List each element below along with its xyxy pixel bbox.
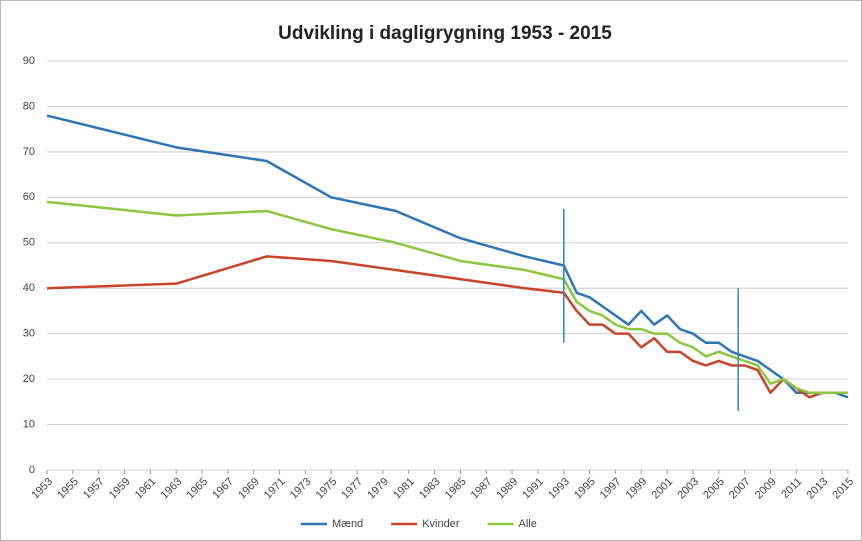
y-tick-label: 50: [23, 237, 35, 249]
legend-label: Kvinder: [422, 518, 460, 530]
legend-label: Alle: [518, 518, 536, 530]
chart-title: Udvikling i dagligrygning 1953 - 2015: [278, 23, 612, 44]
y-tick-label: 90: [23, 55, 35, 67]
y-tick-label: 60: [23, 191, 35, 203]
y-tick-label: 30: [23, 328, 35, 340]
y-tick-label: 40: [23, 282, 35, 294]
series-line: [46, 200, 848, 394]
y-tick-label: 0: [29, 464, 35, 476]
y-tick-label: 70: [23, 146, 35, 158]
y-tick-label: 20: [23, 373, 35, 385]
legend-label: Mænd: [332, 518, 363, 530]
y-tick-label: 80: [23, 100, 35, 112]
y-tick-label: 10: [23, 418, 35, 430]
